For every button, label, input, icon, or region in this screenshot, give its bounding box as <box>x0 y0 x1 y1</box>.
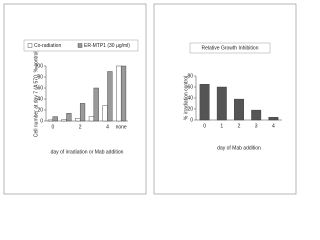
y-axis-label: % irradiation control <box>183 76 189 120</box>
x-tick-label: none <box>116 124 127 130</box>
y-tick-label: 20 <box>187 106 193 112</box>
y-tick-label: 40 <box>37 96 43 102</box>
bar <box>52 116 58 122</box>
bar <box>102 105 108 122</box>
bar <box>199 84 210 121</box>
legend-swatch <box>77 43 83 48</box>
x-tick-label: 2 <box>79 124 82 130</box>
legend-label: Co-radiation <box>34 43 61 49</box>
y-tick-label: 60 <box>187 84 193 90</box>
bar <box>216 86 227 121</box>
y-tick-label: 0 <box>40 118 43 124</box>
x-tick-label: 4 <box>272 123 275 129</box>
x-tick-label: 4 <box>106 124 109 130</box>
x-tick-label: 0 <box>51 124 54 130</box>
x-tick-label: 2 <box>238 123 241 129</box>
y-tick-label: 80 <box>37 74 43 80</box>
y-tick-label: 40 <box>187 95 193 101</box>
y-axis-label: Cell number at day 7 (A 570, % control) <box>33 50 39 138</box>
bar <box>66 113 72 122</box>
bar <box>88 116 95 122</box>
x-tick-label: 3 <box>255 123 258 129</box>
bar <box>79 103 86 122</box>
bar <box>120 65 127 122</box>
chart-title: Relative Growth Inhibition <box>202 46 259 52</box>
bar <box>268 117 279 121</box>
bar <box>61 119 67 122</box>
bar <box>75 118 81 122</box>
y-tick-label: 20 <box>37 107 43 113</box>
y-tick-label: 0 <box>190 117 193 123</box>
bar <box>47 119 54 122</box>
y-tick-label: 60 <box>37 85 43 91</box>
bar <box>234 98 244 121</box>
x-axis-label: day of irradiation or Mab addition <box>51 149 124 155</box>
y-tick-label: 80 <box>187 73 193 79</box>
bar <box>107 71 113 122</box>
x-tick-label: 1 <box>220 123 223 129</box>
title-box <box>189 42 271 54</box>
bar <box>251 109 262 121</box>
legend-label: ER-MTP1 (30 µg/ml) <box>84 43 130 49</box>
x-axis-label: day of Mab addition <box>217 145 261 151</box>
bar <box>116 65 122 122</box>
x-tick-label: 0 <box>203 123 206 129</box>
bar <box>93 87 99 122</box>
legend-swatch <box>27 43 33 48</box>
y-tick-label: 100 <box>35 63 44 69</box>
